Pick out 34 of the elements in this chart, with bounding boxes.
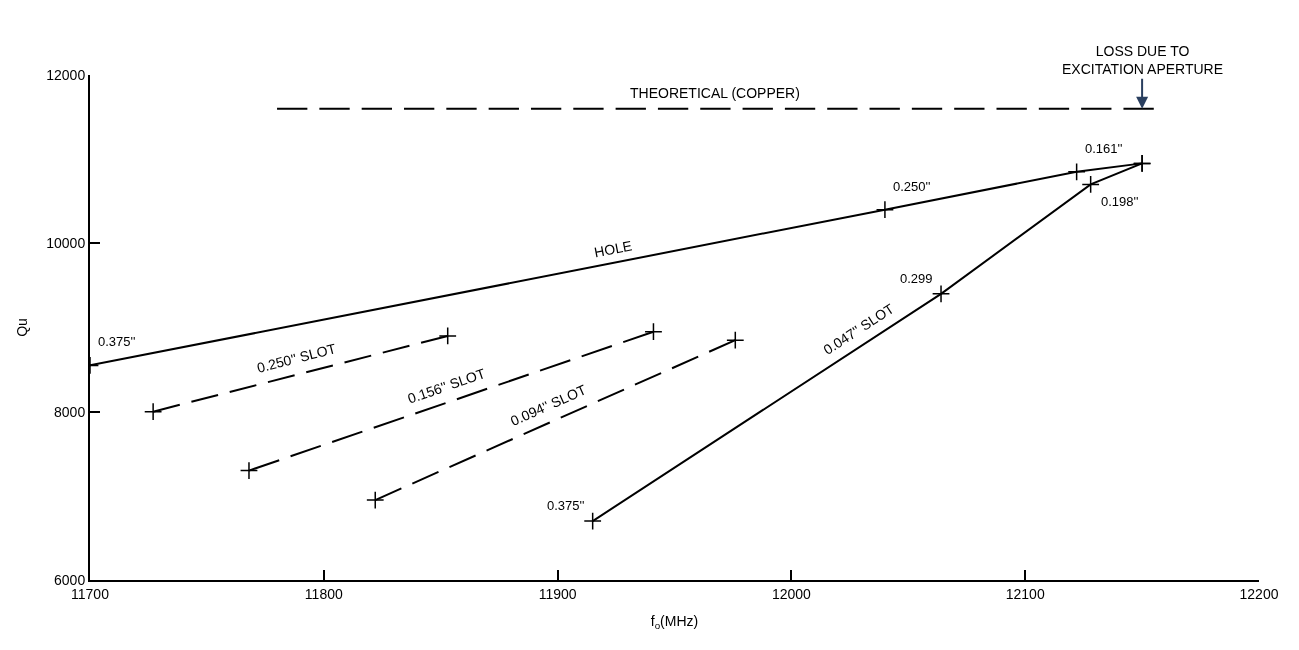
point bbox=[1081, 175, 1100, 194]
annotation: 0.198'' bbox=[1101, 194, 1139, 209]
annotation: 0.161'' bbox=[1085, 141, 1123, 156]
point bbox=[726, 330, 745, 350]
point bbox=[644, 322, 663, 341]
point bbox=[931, 284, 951, 303]
text: HOLE bbox=[592, 237, 634, 261]
y-tick-label: 8000 bbox=[54, 403, 86, 420]
y-tick-label: 6000 bbox=[54, 571, 86, 588]
text: 0.156'' SLOT bbox=[405, 365, 488, 407]
point bbox=[239, 461, 259, 480]
annotation: 0.250'' bbox=[893, 179, 931, 194]
annotation: 0.375'' bbox=[547, 498, 585, 513]
y-tick-label: 10000 bbox=[46, 235, 86, 252]
x-tick-label: 11800 bbox=[304, 585, 343, 602]
point bbox=[143, 402, 163, 421]
point bbox=[875, 200, 895, 219]
point bbox=[366, 490, 385, 510]
point bbox=[1067, 162, 1086, 181]
x-tick-label: 11700 bbox=[71, 585, 110, 602]
x-axis-title: f$_{o}$(MHz) bbox=[650, 612, 699, 631]
text: 0.250'' SLOT bbox=[255, 340, 338, 376]
annotation: 0.375'' bbox=[98, 334, 136, 349]
y-axis-title: Qu bbox=[14, 318, 31, 337]
series-label: THEORETICAL (COPPER) bbox=[630, 85, 800, 101]
x-tick-label: 11900 bbox=[538, 585, 577, 602]
annotation: 0.299 bbox=[900, 271, 933, 286]
x-tick-label: 12200 bbox=[1239, 585, 1279, 602]
point bbox=[438, 326, 457, 346]
point bbox=[583, 511, 602, 531]
x-tick-label: 12000 bbox=[771, 585, 812, 602]
x-tick-label: 12100 bbox=[1005, 585, 1045, 602]
y-tick-label: 12000 bbox=[46, 66, 86, 83]
annotation: LOSS DUE TO EXCITATION APERTURE bbox=[1062, 43, 1224, 78]
